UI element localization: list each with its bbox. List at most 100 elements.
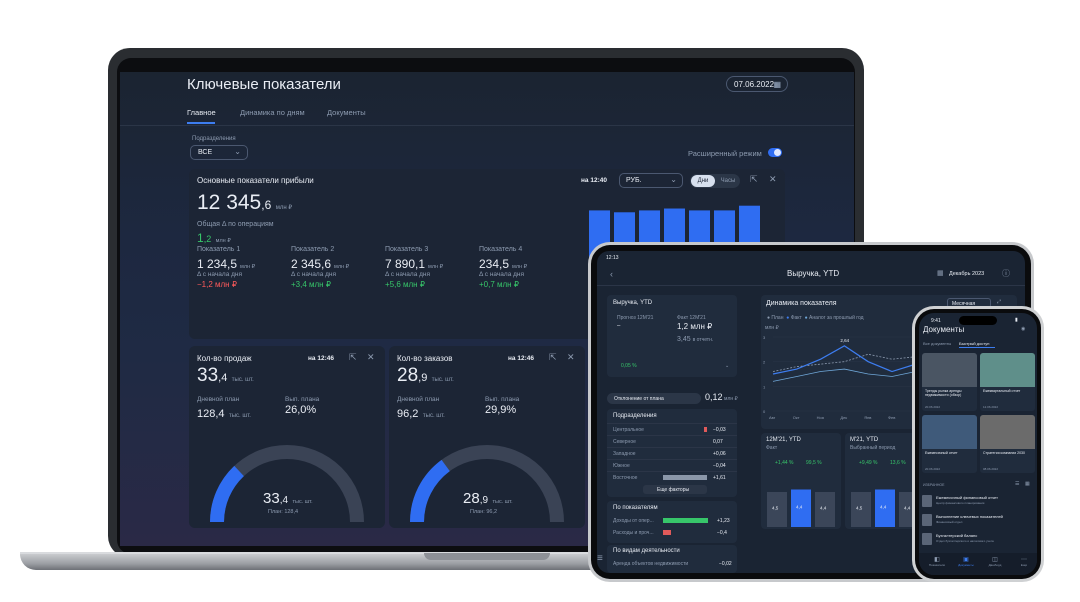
chevron-down-icon: ⌄	[234, 147, 241, 156]
doc-card[interactable]: Ежемесячный отчет 20.06.2022	[922, 415, 977, 473]
tablet-period[interactable]: Декабрь 2023	[949, 271, 985, 277]
profit-time: на 12:40	[581, 177, 607, 184]
collapse-icon[interactable]: ✕	[769, 174, 777, 184]
doc-thumbnail	[980, 415, 1035, 449]
nav-item[interactable]: ◫ Дашборд	[981, 556, 1009, 572]
advanced-mode-toggle[interactable]	[768, 148, 782, 157]
orders-value: 28,9 тыс. шт.	[397, 365, 454, 387]
department-row[interactable]: Южное −0,04	[607, 459, 737, 471]
department-row[interactable]: Восточное +1,61	[607, 471, 737, 483]
nav-icon: ▣	[963, 557, 969, 563]
favorite-item[interactable]: Ежемесячный финансовый отчет Центр финанс…	[922, 493, 1034, 510]
activity-title: По видам деятельности	[613, 548, 680, 554]
chevron-down-icon[interactable]: ⌄	[725, 363, 730, 369]
grid-view-icon[interactable]: ▦	[1025, 481, 1030, 487]
doc-thumbnail	[922, 415, 977, 449]
toggle-hours[interactable]: Часы	[720, 178, 736, 184]
sales-gauge	[210, 445, 364, 523]
department-row[interactable]: Центральное −0,03	[607, 423, 737, 435]
department-value: 0,07	[713, 439, 723, 445]
orders-exec-value: 29,9%	[485, 404, 517, 416]
document-icon	[922, 495, 932, 507]
indicator-dec: ,6	[321, 257, 332, 271]
tab-documents[interactable]: Документы	[327, 108, 366, 117]
ytd-bar	[791, 489, 811, 527]
ytd-bar-label: 4,4	[904, 506, 911, 511]
department-row[interactable]: Западное +0,06	[607, 447, 737, 459]
department-value: +0,06	[713, 451, 726, 457]
fact-sub-unit: в отчетн.	[692, 337, 714, 343]
indicator-4: Показатель 4 234,5 млн ₽ Δ с начала дня +0,7…	[479, 246, 569, 294]
ytd-bar-label: 4,5	[772, 506, 779, 511]
orders-title: Кол-во заказов	[397, 354, 453, 363]
doc-title: Стратегия компании 2030	[983, 451, 1025, 455]
yoy-value: 0,05 %	[621, 363, 637, 369]
indicator-unit: млн ₽	[240, 264, 256, 270]
currency-select[interactable]: РУБ. ⌄	[619, 173, 683, 188]
indicator-unit: млн ₽	[428, 264, 444, 270]
profit-delta-value: 1,2 млн ₽	[197, 229, 231, 247]
indicator-factor-row[interactable]: Доходы от опер... +1,23	[607, 515, 737, 526]
doc-card[interactable]: Стратегия компании 2030 08.06.2022	[980, 415, 1035, 473]
gauge-fill	[410, 459, 451, 523]
nav-item[interactable]: ⋯ Ещё	[1010, 556, 1037, 572]
department-bar	[704, 427, 707, 432]
date-value: 07.06.2022	[734, 80, 775, 89]
activity-row-label: Аренда объектов недвижимости	[613, 561, 689, 567]
ytd-right-delta1: +9,49 %	[859, 460, 878, 466]
doc-title: Тренды рынка аренды недвижимости (обзор)	[925, 389, 962, 397]
external-link-icon[interactable]: ⇱	[750, 174, 758, 184]
indicator-delta: +3,4 млн ₽	[291, 280, 331, 289]
doc-card[interactable]: Ежеквартальный отчет 12.06.2022	[980, 353, 1035, 411]
toggle-knob	[774, 149, 781, 156]
sales-plan-label-2: план	[224, 396, 240, 403]
menu-icon[interactable]: ≡	[597, 553, 603, 564]
deviation-chip[interactable]: Отклонение от плана	[607, 393, 701, 404]
legend-plan: План	[771, 315, 784, 321]
nav-item[interactable]: ▣ Документы	[952, 556, 980, 572]
calendar-icon: ▦	[773, 80, 781, 89]
external-link-icon[interactable]: ⇱	[549, 352, 557, 362]
orders-gauge-value: 28,9 тыс. шт.	[463, 490, 513, 508]
list-view-icon[interactable]: ☰	[1015, 481, 1020, 487]
tabs-divider	[120, 125, 854, 126]
orders-exec-label: Вып. плана	[485, 396, 520, 403]
favorite-item[interactable]: Бухгалтерский баланс Отдел бухгалтерского…	[922, 531, 1034, 548]
external-link-icon[interactable]: ⇱	[349, 352, 357, 362]
sales-card: Кол-во продаж на 12:46 ⇱ ✕ 33,4 тыс. шт.…	[189, 346, 385, 528]
phone-tab-quick[interactable]: Быстрый доступ	[959, 341, 990, 346]
tab-daily-dynamics[interactable]: Динамика по дням	[240, 108, 305, 117]
sales-plan-int: 128	[197, 408, 216, 420]
favorite-title: Выполнение ключевых показателей	[936, 514, 1003, 519]
collapse-icon[interactable]: ✕	[367, 352, 375, 362]
expand-icon[interactable]: ⤢	[997, 299, 1002, 305]
back-icon[interactable]: ‹	[610, 269, 613, 279]
orders-card: Кол-во заказов на 12:46 ⇱ ✕ 28,9 тыс. шт…	[389, 346, 585, 528]
doc-card[interactable]: Тренды рынка аренды недвижимости (обзор)…	[922, 353, 977, 411]
profile-icon[interactable]: ◉	[1021, 326, 1026, 332]
filter-select[interactable]: ВСЕ ⌄	[190, 145, 248, 160]
profit-delta-label: Общая Δ по операциям	[197, 221, 274, 228]
indicator-factor-row[interactable]: Расходы и проч... −0,4	[607, 527, 737, 538]
favorite-item[interactable]: Выполнение ключевых показателей Финансовы…	[922, 512, 1034, 529]
legend-fact: Факт	[790, 315, 802, 321]
more-factors-button[interactable]: Еще факторы	[643, 485, 707, 494]
orders-plan-label-1: Дневной	[397, 396, 423, 403]
indicator-sub: Δ с начала дня	[479, 271, 525, 278]
tab-main-underline	[187, 122, 215, 124]
collapse-icon[interactable]: ✕	[567, 352, 575, 362]
ytd-right-sub: Выбранный период	[850, 445, 896, 451]
phone-tab-all[interactable]: Все документы	[923, 341, 952, 346]
orders-gauge-int: 28	[463, 490, 480, 507]
date-picker[interactable]: 07.06.2022 ▦	[726, 76, 788, 92]
indicator-sub: Δ с начала дня	[291, 271, 337, 278]
info-icon[interactable]: ⓘ	[1002, 269, 1010, 278]
x-tick-label: Ноя	[817, 415, 824, 420]
toggle-days[interactable]: Дни	[691, 175, 715, 187]
filter-label: Подразделения	[192, 136, 236, 142]
indicator-delta: +5,6 млн ₽	[385, 280, 425, 289]
nav-item[interactable]: ◧ Показатели	[923, 556, 951, 572]
indicator-sub: Δ с начала дня	[197, 271, 243, 278]
department-row[interactable]: Северное 0,07	[607, 435, 737, 447]
tab-main[interactable]: Главное	[187, 108, 216, 117]
